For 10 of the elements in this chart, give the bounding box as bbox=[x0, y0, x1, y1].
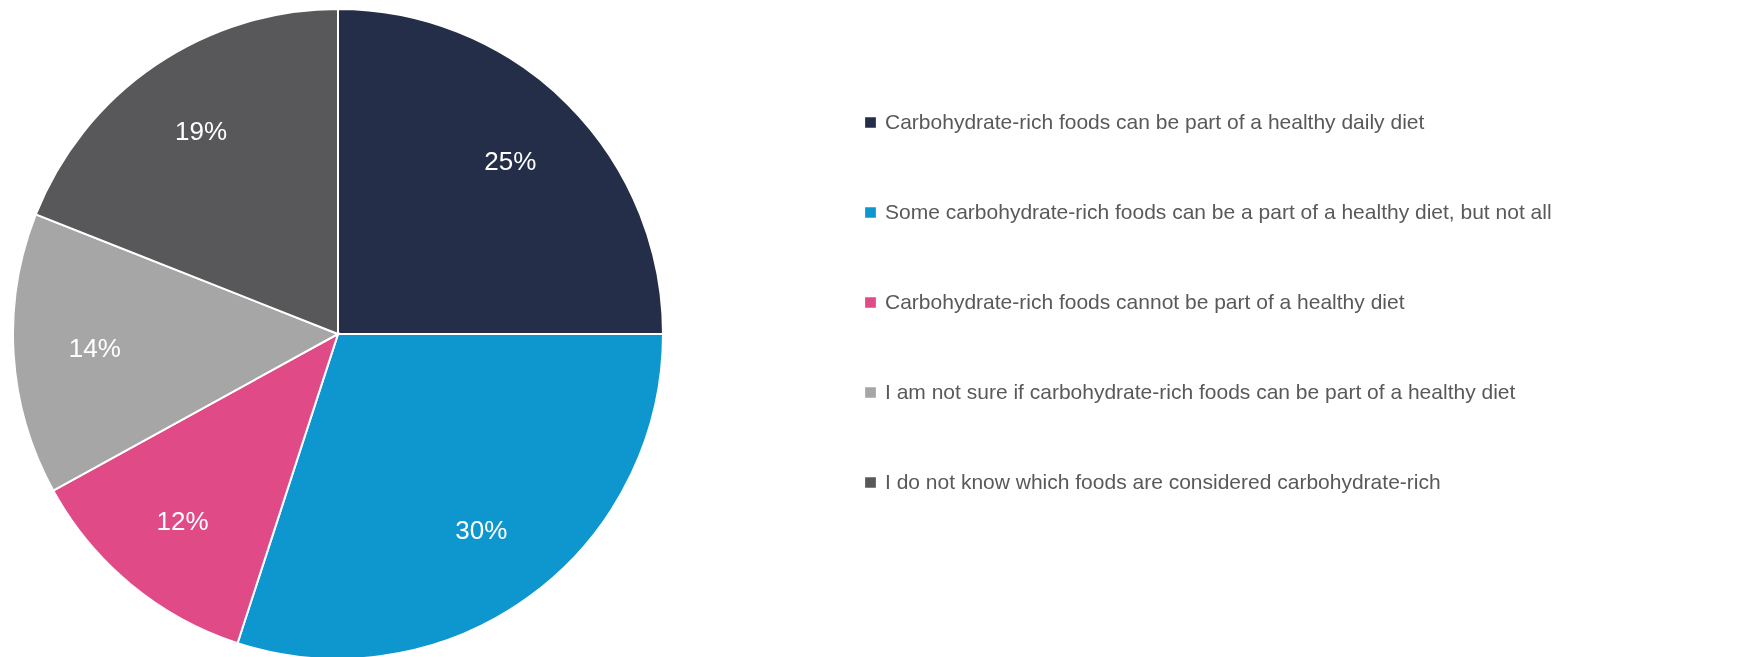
data-label: 25% bbox=[484, 145, 537, 176]
data-label: 30% bbox=[455, 515, 508, 546]
data-label: 12% bbox=[156, 505, 209, 536]
legend-label: I am not sure if carbohydrate-rich foods can be part of a healthy diet bbox=[885, 379, 1516, 403]
data-label: 14% bbox=[68, 333, 121, 364]
legend-label: Carbohydrate-rich foods cannot be part of a healthy diet bbox=[885, 289, 1405, 313]
legend-label: Carbohydrate-rich foods can be part of a healthy daily diet bbox=[885, 109, 1425, 133]
data-label: 19% bbox=[174, 116, 228, 147]
legend-label: I do not know which foods are considered carbohydrate-rich bbox=[885, 469, 1441, 493]
legend-label: Some carbohydrate-rich foods can be a part of a healthy diet, but not all bbox=[885, 199, 1552, 223]
